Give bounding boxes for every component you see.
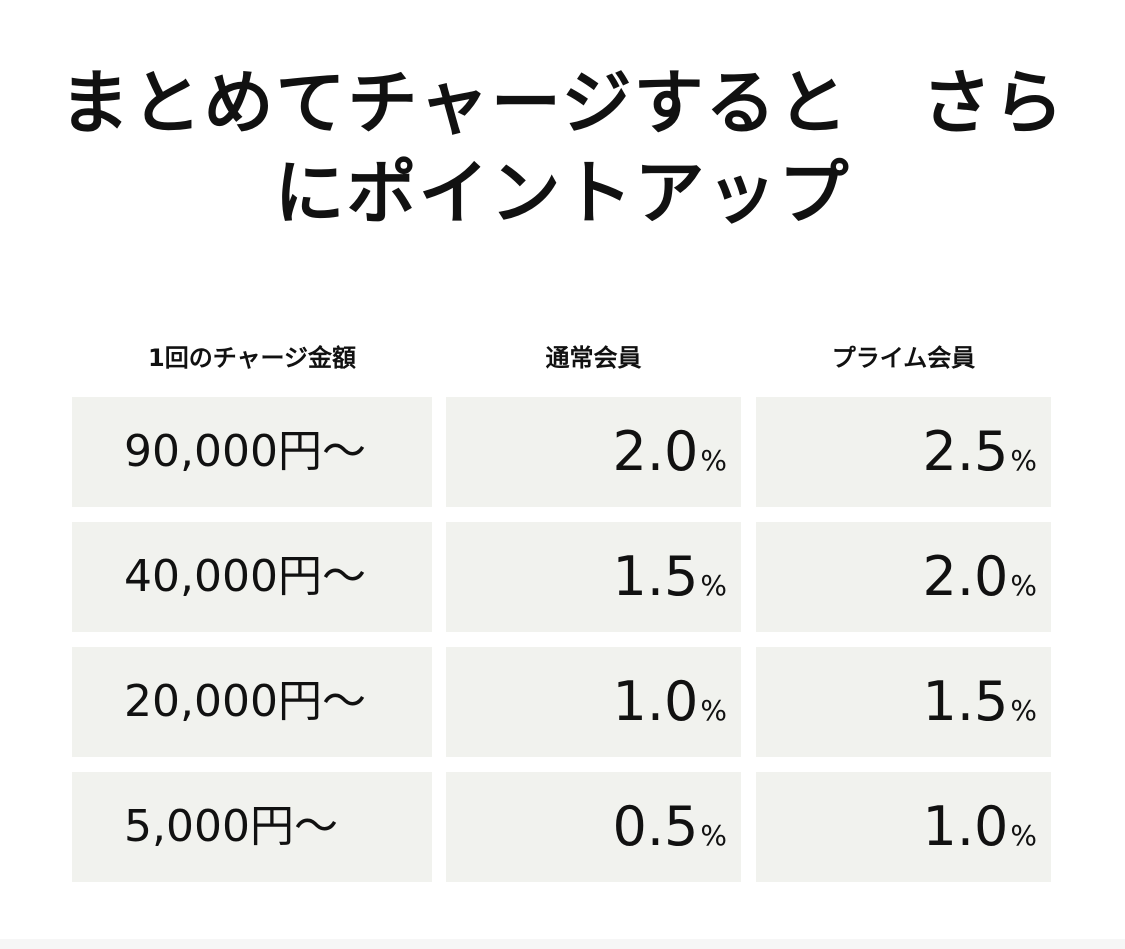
charge-amount-cell: 90,000円～ bbox=[72, 397, 432, 507]
prime-rate-value: 2.0 bbox=[922, 545, 1009, 608]
regular-rate: 0.5% bbox=[613, 772, 728, 895]
charge-amount-cell: 40,000円～ bbox=[72, 522, 432, 632]
prime-rate-cell: 2.5% bbox=[756, 397, 1051, 507]
bottom-divider bbox=[0, 939, 1125, 949]
charge-amount: 90,000円～ bbox=[124, 426, 366, 477]
prime-rate: 2.0% bbox=[923, 522, 1038, 645]
regular-rate: 1.5% bbox=[613, 522, 728, 645]
page-title: まとめてチャージすると さら にポイントアップ bbox=[40, 58, 1085, 238]
rate-table: 90,000円～ 2.0% 2.5% 40,000円～ 1.5% 2.0% 20… bbox=[0, 397, 1125, 897]
regular-rate-value: 1.5 bbox=[612, 545, 699, 608]
prime-rate-value: 1.5 bbox=[922, 670, 1009, 733]
table-header-row: 1回のチャージ金額 通常会員 プライム会員 bbox=[0, 340, 1125, 376]
table-row: 5,000円～ 0.5% 1.0% bbox=[0, 772, 1125, 882]
page-title-line-1: まとめてチャージすると さら bbox=[59, 62, 1066, 144]
prime-rate-cell: 2.0% bbox=[756, 522, 1051, 632]
header-regular-member: 通常会員 bbox=[545, 344, 642, 372]
charge-amount-cell: 5,000円～ bbox=[72, 772, 432, 882]
percent-sign: % bbox=[1010, 444, 1037, 477]
percent-sign: % bbox=[700, 819, 727, 852]
prime-rate-cell: 1.5% bbox=[756, 647, 1051, 757]
regular-rate-value: 0.5 bbox=[612, 795, 699, 858]
prime-rate-value: 2.5 bbox=[922, 420, 1009, 483]
regular-rate-cell: 2.0% bbox=[446, 397, 741, 507]
regular-rate-cell: 1.5% bbox=[446, 522, 741, 632]
regular-rate-value: 2.0 bbox=[612, 420, 699, 483]
percent-sign: % bbox=[1010, 569, 1037, 602]
charge-amount-cell: 20,000円～ bbox=[72, 647, 432, 757]
table-row: 90,000円～ 2.0% 2.5% bbox=[0, 397, 1125, 507]
header-prime-member: プライム会員 bbox=[831, 344, 976, 372]
regular-rate: 1.0% bbox=[613, 647, 728, 770]
charge-amount: 20,000円～ bbox=[124, 676, 366, 727]
percent-sign: % bbox=[1010, 694, 1037, 727]
table-row: 20,000円～ 1.0% 1.5% bbox=[0, 647, 1125, 757]
percent-sign: % bbox=[700, 569, 727, 602]
percent-sign: % bbox=[1010, 819, 1037, 852]
prime-rate-value: 1.0 bbox=[922, 795, 1009, 858]
regular-rate: 2.0% bbox=[613, 397, 728, 520]
regular-rate-cell: 1.0% bbox=[446, 647, 741, 757]
prime-rate: 1.0% bbox=[923, 772, 1038, 895]
prime-rate: 1.5% bbox=[923, 647, 1038, 770]
prime-rate: 2.5% bbox=[923, 397, 1038, 520]
percent-sign: % bbox=[700, 444, 727, 477]
prime-rate-cell: 1.0% bbox=[756, 772, 1051, 882]
charge-amount: 40,000円～ bbox=[124, 551, 366, 602]
page-title-line-2: にポイントアップ bbox=[274, 152, 851, 234]
regular-rate-cell: 0.5% bbox=[446, 772, 741, 882]
charge-amount: 5,000円～ bbox=[124, 801, 338, 852]
table-row: 40,000円～ 1.5% 2.0% bbox=[0, 522, 1125, 632]
percent-sign: % bbox=[700, 694, 727, 727]
header-charge-amount: 1回のチャージ金額 bbox=[148, 344, 356, 372]
regular-rate-value: 1.0 bbox=[612, 670, 699, 733]
